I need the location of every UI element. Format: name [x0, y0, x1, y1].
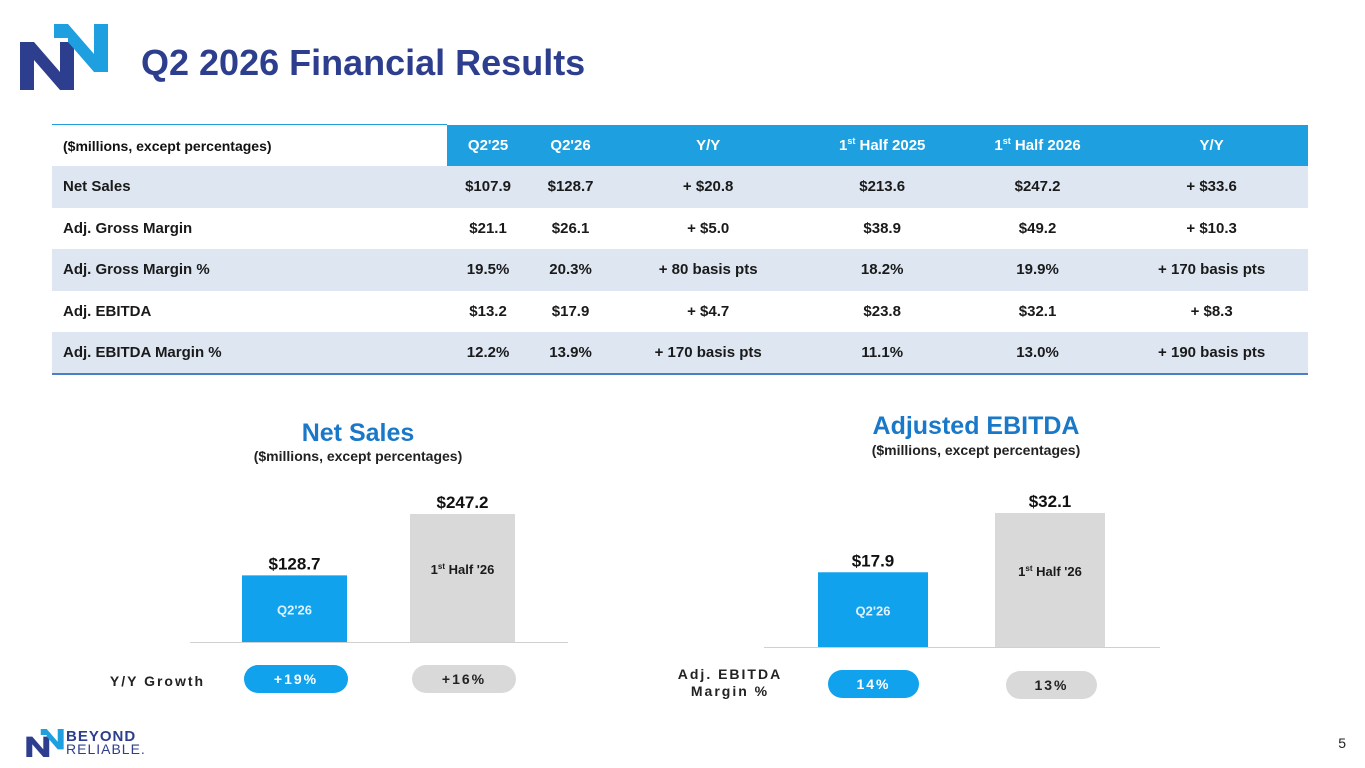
ebitda-margin-label-line1: Adj. EBITDA — [677, 666, 783, 682]
table-header-q2-26: Q2'26 — [529, 124, 612, 166]
bar-1 — [995, 513, 1105, 647]
table-cell: 13.0% — [959, 332, 1116, 375]
net-sales-chart-title: Net Sales — [301, 419, 415, 447]
table-cell: 19.5% — [446, 249, 530, 291]
yy-growth-label: Y/Y Growth — [109, 673, 206, 689]
row-label: Adj. Gross Margin — [63, 219, 193, 237]
table-cell: + $33.6 — [1115, 166, 1308, 208]
row-label: Adj. EBITDA — [63, 302, 152, 320]
table-row: Adj. Gross Margin % 19.5% 20.3% + 80 bas… — [52, 249, 1308, 291]
table-header-1h-2026: 1st Half 2026 — [959, 124, 1116, 166]
category-label: Q2'26 — [277, 603, 312, 618]
table-cell: + $10.3 — [1186, 219, 1237, 237]
financial-results-table: ($millions, except percentages) Q2'25 Q2… — [52, 124, 1308, 375]
bar-1 — [410, 514, 515, 642]
table-cell: $13.2 — [469, 302, 507, 320]
table-cell: + $20.8 — [611, 166, 805, 208]
table-cell: $26.1 — [551, 219, 590, 237]
data-label: $247.2 — [437, 493, 489, 512]
table-cell: + $4.7 — [687, 302, 730, 320]
ebitda-margin-q2-pill: 14% — [828, 670, 919, 698]
row-label: Adj. Gross Margin % — [52, 249, 447, 291]
category-label: Q2'26 — [856, 604, 891, 619]
net-sales-chart: $128.7 Q2'26 $247.2 1st Half '26 — [190, 493, 568, 643]
yy-growth-half-pill: +16% — [412, 665, 516, 693]
table-cell: + 80 basis pts — [611, 249, 805, 291]
table-header-yy-half: Y/Y — [1115, 124, 1308, 166]
table-cell: $49.2 — [1018, 219, 1057, 237]
table-cell: + 170 basis pts — [611, 332, 805, 375]
ebitda-margin-label-line2: Margin % — [690, 683, 770, 699]
table-cell: 20.3% — [529, 249, 612, 291]
table-cell: 11.1% — [804, 332, 960, 375]
table-header-yy: Y/Y — [611, 124, 805, 166]
table-cell: $128.7 — [529, 166, 612, 208]
ebitda-chart-subtitle: ($millions, except percentages) — [871, 442, 1081, 458]
table-cell: $107.9 — [446, 166, 530, 208]
table-cell: $17.9 — [551, 302, 590, 320]
table-cell: $213.6 — [804, 166, 960, 208]
data-label: $17.9 — [852, 551, 895, 570]
brand-line-2: RELIABLE. — [66, 741, 146, 757]
table-cell: $32.1 — [1018, 302, 1057, 320]
table-cell: 13.9% — [529, 332, 612, 375]
table-row: Adj. Gross Margin $21.1 $26.1 + $5.0 $38… — [52, 208, 1308, 250]
table-cell: $21.1 — [469, 219, 507, 237]
table-cell: $247.2 — [959, 166, 1116, 208]
table-row: Net Sales $107.9 $128.7 + $20.8 $213.6 $… — [52, 166, 1308, 208]
table-row: Adj. EBITDA Margin % 12.2% 13.9% + 170 b… — [52, 332, 1308, 375]
category-label: 1st Half '26 — [431, 562, 495, 577]
ebitda-chart-title: Adjusted EBITDA — [872, 412, 1080, 440]
table-cell: $23.8 — [863, 302, 901, 320]
page-number: 5 — [1338, 735, 1346, 751]
data-label: $32.1 — [1029, 492, 1072, 511]
table-header-1h-2025: 1st Half 2025 — [804, 124, 960, 166]
table-cell: 12.2% — [446, 332, 530, 375]
brand-line-1: BEYOND — [66, 728, 137, 745]
table-cell: + 170 basis pts — [1115, 249, 1308, 291]
table-cell: + $8.3 — [1190, 302, 1233, 320]
company-logo — [20, 24, 108, 90]
ebitda-margin-half-pill: 13% — [1006, 671, 1097, 699]
ebitda-margin-label: Adj. EBITDA Margin % — [668, 666, 792, 700]
footer-logo-icon — [26, 729, 64, 757]
table-cell: 18.2% — [804, 249, 960, 291]
table-header-q2-25: Q2'25 — [446, 124, 530, 166]
footer-brand: BEYOND RELIABLE. — [66, 728, 146, 757]
net-sales-chart-subtitle: ($millions, except percentages) — [253, 448, 463, 464]
bar-0 — [818, 572, 928, 647]
table-header-units: ($millions, except percentages) — [52, 124, 447, 166]
row-label: Adj. EBITDA Margin % — [52, 332, 447, 375]
table-cell: $38.9 — [863, 219, 901, 237]
table-cell: 19.9% — [959, 249, 1116, 291]
bar-0 — [242, 575, 347, 642]
table-cell: + 190 basis pts — [1115, 332, 1308, 375]
table-row: Adj. EBITDA $13.2 $17.9 + $4.7 $23.8 $32… — [52, 291, 1308, 333]
table-cell: + $5.0 — [687, 219, 730, 237]
data-label: $128.7 — [269, 554, 321, 573]
category-label: 1st Half '26 — [1018, 564, 1082, 579]
yy-growth-q2-pill: +19% — [244, 665, 348, 693]
ebitda-chart: $17.9 Q2'26 $32.1 1st Half '26 — [764, 492, 1160, 648]
row-label: Net Sales — [52, 166, 447, 208]
page-title: Q2 2026 Financial Results — [141, 42, 586, 83]
table-header-row: ($millions, except percentages) Q2'25 Q2… — [52, 124, 1308, 166]
